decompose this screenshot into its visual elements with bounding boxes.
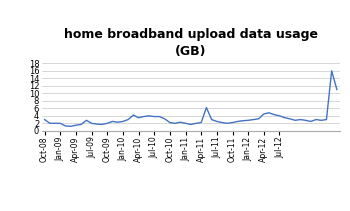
Title: home broadband upload data usage
(GB): home broadband upload data usage (GB): [64, 28, 318, 58]
